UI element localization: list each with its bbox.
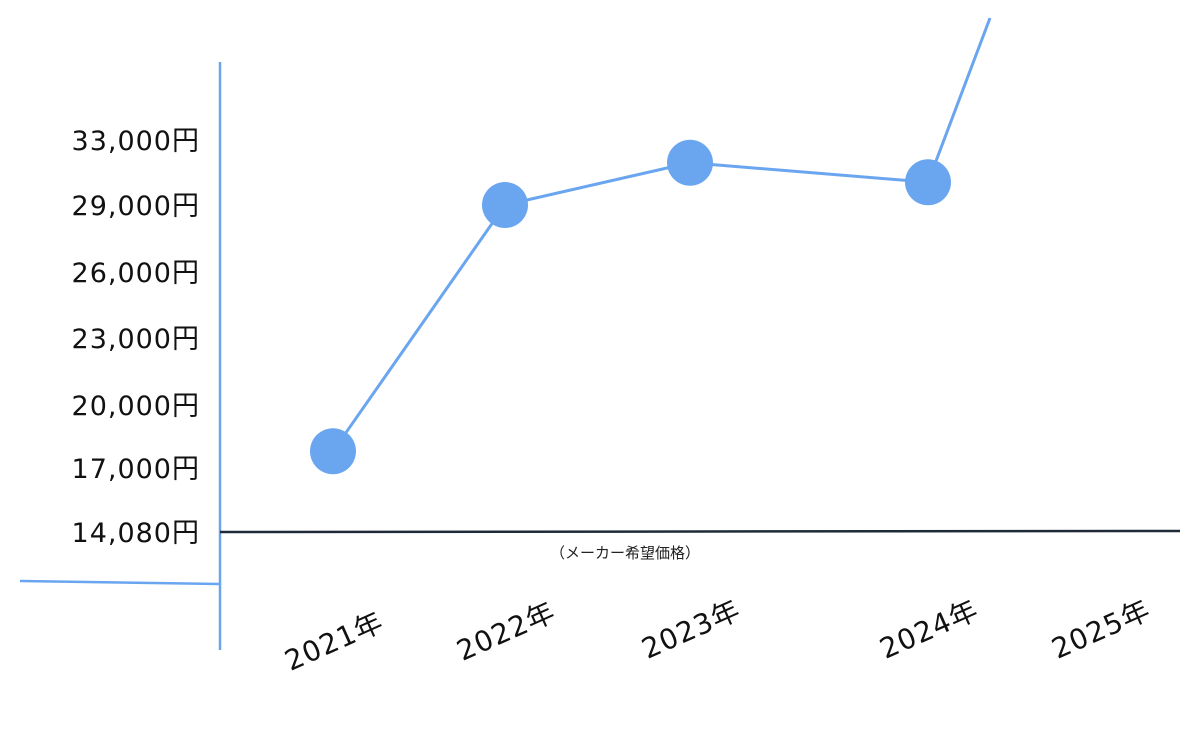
reference-line-label: （メーカー希望価格） <box>550 544 700 562</box>
series-line-continuation <box>926 17 992 183</box>
data-point <box>482 182 528 228</box>
series-line-segment <box>504 161 691 207</box>
data-point <box>905 159 951 206</box>
x-tick-label: 2025年 <box>1047 593 1156 666</box>
series-line-segment <box>331 204 507 453</box>
x-tick-label: 2023年 <box>637 593 746 666</box>
x-tick-label: 2022年 <box>452 595 561 668</box>
y-tick-label: 26,000円 <box>72 258 200 289</box>
x-tick-label: 2021年 <box>280 605 389 678</box>
y-tick-label: 23,000円 <box>72 324 200 355</box>
x-tick-label: 2024年 <box>875 593 984 666</box>
y-tick-label: 17,000円 <box>72 454 200 485</box>
y-tick-label: 14,080円 <box>72 518 200 549</box>
y-tick-label: 29,000円 <box>72 191 200 222</box>
data-point <box>667 139 713 186</box>
reference-line <box>219 529 1181 534</box>
y-tick-label: 20,000円 <box>72 391 200 422</box>
y-tick-label: 33,000円 <box>72 126 200 157</box>
series-line-segment <box>689 161 929 184</box>
data-point <box>310 428 356 475</box>
axis-corner-line <box>19 579 221 586</box>
